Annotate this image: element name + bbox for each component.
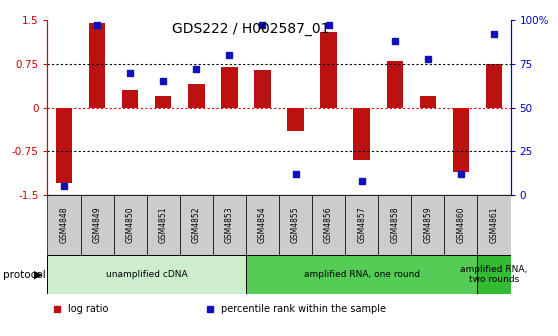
Bar [478, 195, 511, 255]
Text: GSM4851: GSM4851 [158, 207, 168, 243]
Text: GSM4854: GSM4854 [258, 207, 267, 244]
Bar [420, 96, 436, 108]
Bar [444, 195, 478, 255]
Bar [56, 108, 72, 183]
Bar [213, 195, 246, 255]
Bar [312, 195, 345, 255]
Bar [279, 195, 312, 255]
Text: GSM4859: GSM4859 [424, 207, 432, 244]
Bar [114, 195, 147, 255]
Text: amplified RNA,
two rounds: amplified RNA, two rounds [460, 265, 528, 284]
Text: GSM4856: GSM4856 [324, 207, 333, 244]
Bar [387, 61, 403, 108]
Text: unamplified cDNA: unamplified cDNA [106, 270, 187, 279]
Bar [180, 195, 213, 255]
Bar [246, 255, 478, 294]
Text: GSM4852: GSM4852 [192, 207, 201, 243]
Bar [122, 90, 138, 108]
Text: GSM4848: GSM4848 [60, 207, 69, 243]
Text: protocol: protocol [3, 270, 46, 280]
Bar [254, 70, 271, 108]
Text: log ratio: log ratio [68, 304, 109, 314]
Bar [378, 195, 411, 255]
Text: GSM4857: GSM4857 [357, 207, 366, 244]
Text: percentile rank within the sample: percentile rank within the sample [221, 304, 386, 314]
Text: GSM4850: GSM4850 [126, 207, 134, 244]
Bar [345, 195, 378, 255]
Text: GSM4849: GSM4849 [93, 207, 102, 244]
Bar [147, 195, 180, 255]
Text: GDS222 / H002587_01: GDS222 / H002587_01 [172, 22, 330, 36]
Bar [47, 195, 80, 255]
Bar [80, 195, 114, 255]
Bar [155, 96, 171, 108]
Bar [221, 67, 238, 108]
Text: GSM4861: GSM4861 [489, 207, 498, 243]
Bar [353, 108, 370, 160]
Text: GSM4860: GSM4860 [456, 207, 465, 244]
Bar [453, 108, 469, 172]
Bar [89, 23, 105, 108]
Text: GSM4858: GSM4858 [390, 207, 400, 243]
Text: ▶: ▶ [33, 270, 42, 280]
Bar [320, 32, 337, 108]
Bar [411, 195, 444, 255]
Text: GSM4855: GSM4855 [291, 207, 300, 244]
Bar [287, 108, 304, 131]
Bar [486, 64, 502, 108]
Bar [246, 195, 279, 255]
Text: GSM4853: GSM4853 [225, 207, 234, 244]
Bar [188, 84, 205, 108]
Text: amplified RNA, one round: amplified RNA, one round [304, 270, 420, 279]
Bar [47, 255, 246, 294]
Bar [478, 255, 511, 294]
